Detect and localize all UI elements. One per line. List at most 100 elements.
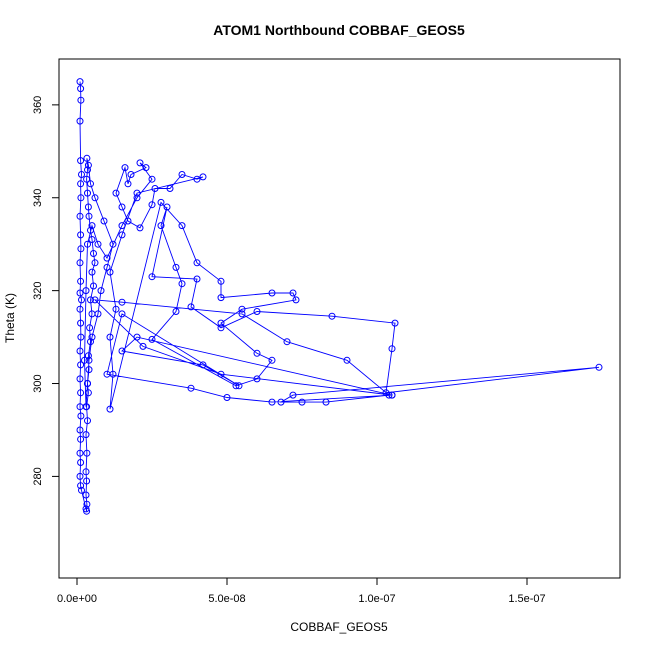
x-tick-label: 1.5e-07 (508, 593, 545, 605)
data-point (78, 171, 85, 178)
data-point (109, 240, 117, 248)
data-point (238, 310, 246, 318)
data-point (88, 222, 96, 230)
data-point (76, 78, 84, 86)
data-point (76, 289, 84, 297)
data-point (118, 222, 126, 230)
data-point (121, 164, 129, 172)
data-point (199, 361, 207, 369)
data-point (103, 370, 111, 378)
x-tick-label: 5.0e-08 (208, 593, 245, 605)
data-point (253, 349, 261, 357)
data-point (106, 405, 114, 413)
data-point (77, 245, 85, 253)
data-point (148, 273, 156, 281)
data-point (199, 173, 207, 181)
data-point (83, 154, 91, 162)
data-point (289, 391, 297, 399)
y-tick-label: 300 (32, 374, 44, 392)
data-point (118, 347, 126, 355)
data-point (136, 224, 144, 232)
data-point (83, 449, 91, 457)
data-point (82, 431, 90, 439)
data-point (88, 333, 96, 341)
y-tick-label: 360 (32, 96, 44, 114)
data-point (217, 294, 225, 302)
data-point (76, 347, 84, 355)
data-point (133, 194, 141, 202)
data-point (84, 161, 92, 169)
data-point (118, 203, 126, 211)
data-point (76, 426, 84, 434)
data-point (391, 319, 399, 327)
data-point (77, 194, 85, 202)
data-point (124, 180, 132, 188)
data-point (77, 482, 85, 490)
data-point (238, 305, 246, 313)
data-point (133, 189, 141, 197)
x-tick-label: 0.0e+00 (57, 593, 97, 605)
data-point (85, 212, 93, 220)
data-point (83, 477, 91, 485)
data-point (77, 319, 85, 327)
data-point (172, 308, 180, 315)
data-point (83, 175, 91, 183)
data-point (84, 417, 91, 425)
data-point (77, 231, 85, 239)
data-point (83, 500, 91, 508)
data-point (84, 240, 91, 248)
data-point (328, 312, 336, 320)
data-point (151, 185, 159, 192)
plot-area (76, 78, 603, 515)
data-point (76, 472, 84, 480)
y-axis-label: Theta (K) (3, 293, 17, 343)
data-point (139, 342, 147, 350)
data-point (77, 361, 85, 369)
data-point (77, 180, 85, 188)
data-point (84, 203, 92, 211)
data-point (112, 189, 120, 197)
data-point (76, 305, 84, 313)
data-point (178, 222, 186, 230)
data-point (84, 389, 92, 397)
data-point (157, 222, 165, 230)
data-point (298, 398, 306, 406)
data-point (78, 296, 85, 304)
y-tick-label: 320 (32, 281, 44, 299)
data-point (388, 391, 396, 399)
data-point (77, 435, 85, 443)
data-point (112, 305, 120, 313)
data-point (193, 275, 201, 283)
data-point (77, 333, 85, 341)
data-point (232, 382, 240, 390)
data-point (76, 117, 84, 125)
data-point (148, 201, 156, 209)
series-line (79, 81, 600, 512)
data-point (97, 287, 105, 295)
data-point (289, 289, 297, 297)
data-point (193, 175, 201, 183)
data-point (77, 96, 85, 104)
y-tick-label: 340 (32, 189, 44, 207)
data-point (277, 398, 285, 406)
data-point (217, 319, 225, 327)
data-point (106, 268, 114, 276)
data-point (343, 356, 351, 364)
data-point (76, 259, 84, 267)
data-point (118, 310, 126, 318)
data-point (91, 259, 99, 267)
data-point (253, 308, 261, 315)
data-point (187, 303, 195, 311)
data-point (77, 157, 85, 165)
data-point (283, 338, 291, 346)
y-tick-label: 280 (32, 467, 44, 485)
data-point (268, 356, 276, 364)
data-point (84, 352, 92, 360)
data-point (77, 389, 85, 397)
data-point (82, 287, 90, 295)
data-point (172, 263, 180, 271)
data-point (94, 310, 102, 318)
data-point (595, 363, 603, 371)
